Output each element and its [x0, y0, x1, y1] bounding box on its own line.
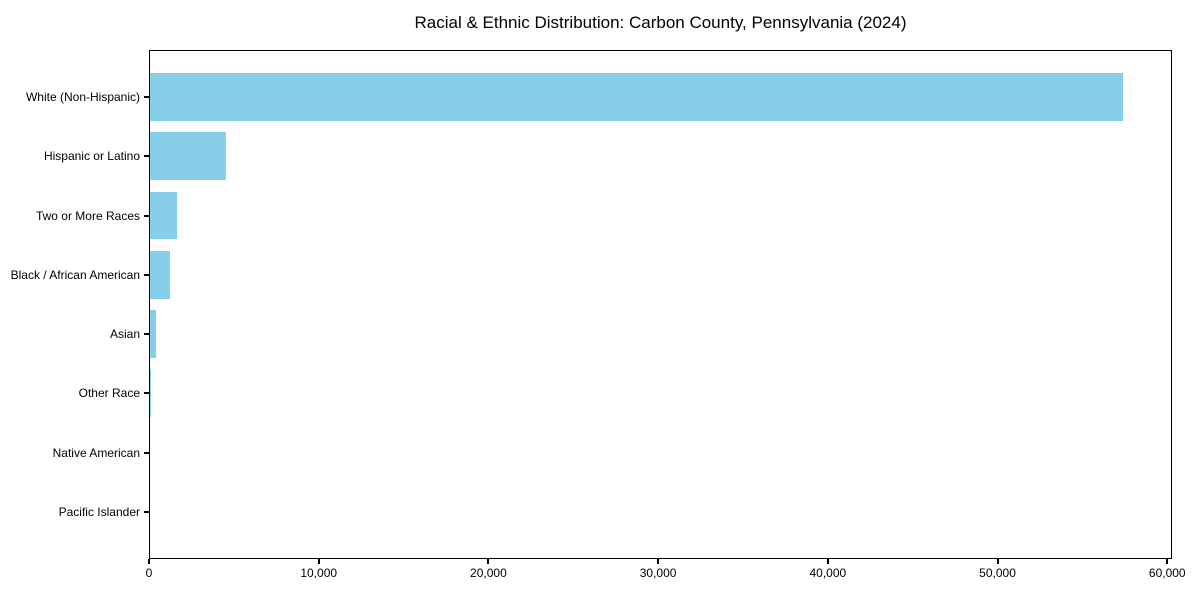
y-axis-label-two-or-more-races: Two or More Races: [35, 208, 140, 223]
y-axis-tick: [144, 392, 149, 395]
y-axis-tick: [144, 511, 149, 514]
y-axis-label-white-non-hispanic: White (Non-Hispanic): [25, 89, 140, 104]
y-axis-label-other-race: Other Race: [78, 386, 140, 401]
y-axis-tick: [144, 214, 149, 217]
y-axis-tick: [144, 95, 149, 98]
y-axis-label-black-african-american: Black / African American: [10, 267, 140, 282]
plot-border: [149, 50, 1172, 559]
bar-white-non-hispanic: [149, 73, 1124, 121]
x-axis-tick: [657, 559, 660, 564]
bar-native-american: [149, 429, 150, 477]
x-axis-tick-label: 50,000: [979, 566, 1016, 580]
x-axis-tick-label: 10,000: [300, 566, 338, 580]
x-axis-tick: [826, 559, 829, 564]
y-axis-tick: [144, 155, 149, 158]
x-axis-tick-label: 60,000: [1148, 566, 1186, 580]
bar-two-or-more-races: [149, 191, 177, 240]
y-axis-label-pacific-islander: Pacific Islander: [58, 505, 140, 520]
y-axis-label-hispanic-or-latino: Hispanic or Latino: [43, 149, 140, 164]
x-axis-tick: [148, 559, 150, 564]
x-axis-tick: [996, 559, 999, 564]
x-axis-tick-label: 0: [145, 566, 153, 580]
y-axis-label-native-american: Native American: [52, 445, 140, 460]
bar-asian: [149, 310, 157, 358]
chart-title: Racial & Ethnic Distribution: Carbon Cou…: [414, 13, 907, 32]
y-axis-tick: [144, 273, 149, 276]
x-axis-tick-label: 20,000: [470, 566, 507, 580]
y-axis-tick: [144, 451, 149, 454]
x-axis-tick: [487, 559, 490, 564]
bar-other-race: [149, 369, 151, 418]
x-axis-tick-label: 40,000: [809, 566, 847, 580]
x-axis-tick-label: 30,000: [639, 566, 677, 580]
x-axis-tick: [317, 559, 320, 564]
x-axis-tick: [1166, 559, 1169, 564]
bar-hispanic-or-latino: [149, 132, 226, 180]
y-axis-label-asian: Asian: [109, 327, 140, 342]
y-axis-tick: [144, 333, 149, 336]
bar-black-african-american: [149, 251, 171, 299]
